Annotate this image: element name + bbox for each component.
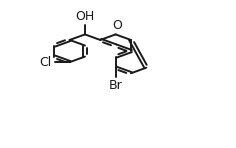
Text: OH: OH bbox=[75, 10, 95, 23]
Text: O: O bbox=[112, 19, 122, 32]
Text: Br: Br bbox=[109, 79, 122, 92]
Text: Cl: Cl bbox=[39, 56, 52, 69]
